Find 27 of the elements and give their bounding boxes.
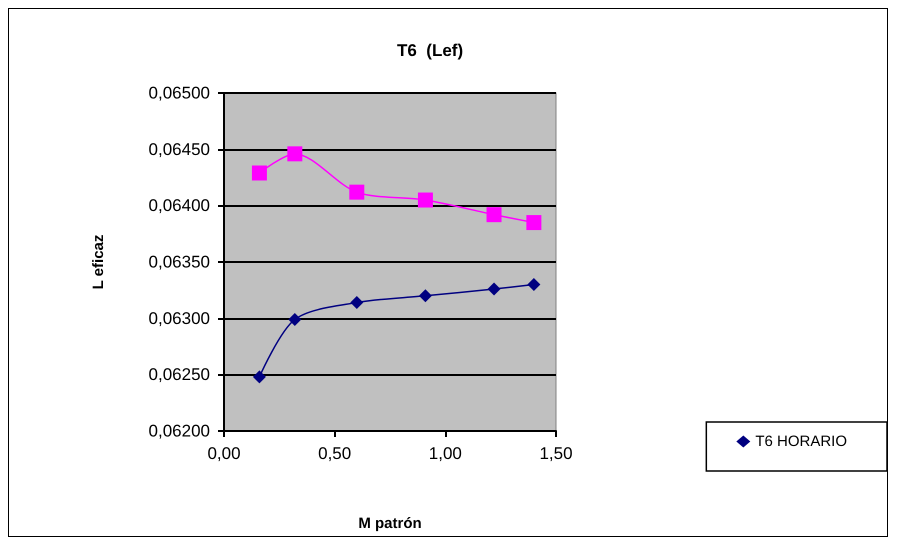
point — [488, 282, 501, 296]
x-tick-label: 0,50 — [318, 444, 352, 463]
point — [287, 146, 302, 162]
x-tick-label: 0,00 — [207, 444, 241, 463]
legend-label: T6 HORARIO — [755, 433, 848, 450]
y-tick-label: 0,06400 — [148, 196, 210, 216]
y-tick-label: 0,06500 — [148, 84, 210, 102]
point — [350, 296, 364, 310]
point — [486, 207, 502, 222]
y-tick-label: 0,06450 — [148, 140, 210, 159]
chart-title: T6 (Lef) — [397, 41, 464, 60]
point — [526, 215, 542, 230]
point — [418, 192, 433, 208]
x-tick-label: 1,00 — [428, 444, 462, 463]
point — [288, 312, 302, 326]
y-axis-title: L eficaz — [90, 234, 107, 290]
y-tick-label: 0,06200 — [148, 422, 210, 440]
point — [527, 278, 540, 292]
point — [252, 370, 266, 384]
point — [349, 184, 364, 200]
x-axis-title: M patrón — [358, 515, 422, 532]
y-tick-label: 0,06350 — [148, 252, 210, 272]
point — [252, 165, 267, 180]
y-tick-label: 0,06300 — [148, 308, 210, 328]
y-tick-label: 0,06250 — [148, 365, 210, 384]
point — [418, 289, 432, 302]
x-tick-label: 1,50 — [539, 444, 573, 463]
